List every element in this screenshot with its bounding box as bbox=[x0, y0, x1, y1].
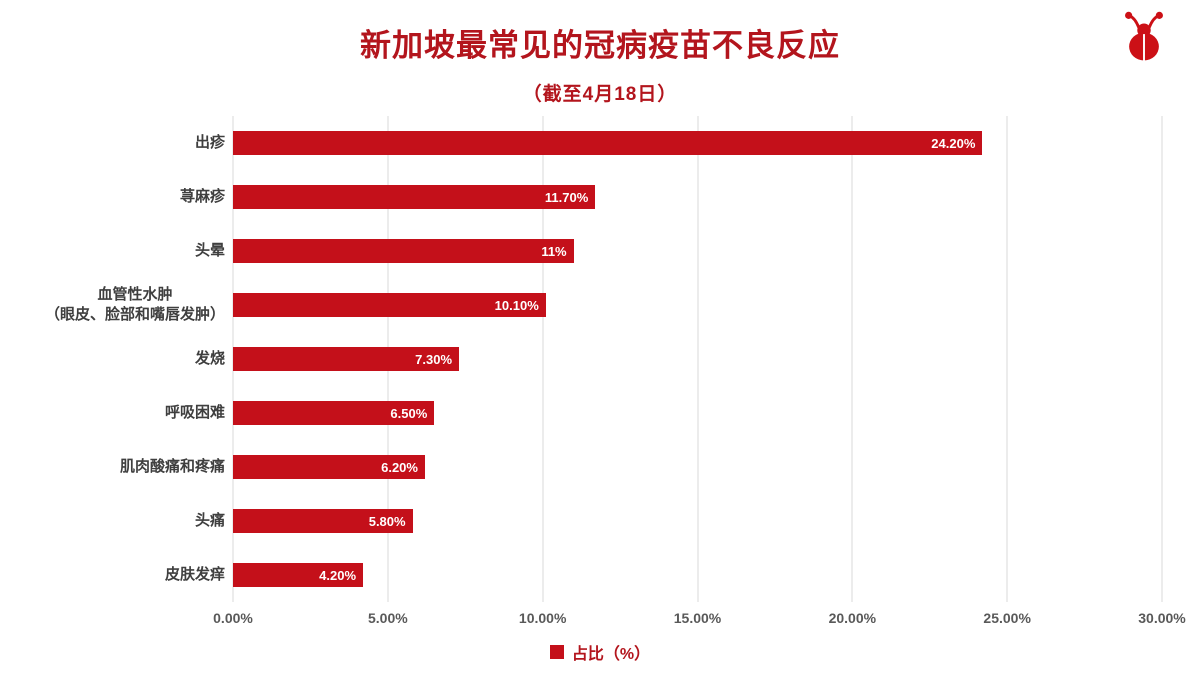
x-tick-label: 30.00% bbox=[1138, 610, 1186, 626]
category-label: 头晕 bbox=[194, 241, 225, 259]
bar: 11.70% bbox=[233, 185, 596, 209]
bar-value-label: 11% bbox=[541, 243, 567, 259]
bar: 10.10% bbox=[233, 293, 546, 317]
category-label: 出疹 bbox=[194, 133, 225, 151]
bar-track: 5.80% bbox=[233, 509, 1162, 533]
x-axis-ticks: 0.00% 5.00% 10.00% 15.00% 20.00% 25.00% 30.00% bbox=[213, 604, 1186, 628]
chart-row: 肌肉酸痛和疼痛 6.20% bbox=[15, 440, 1162, 494]
chart-row: 发烧 7.30% bbox=[15, 332, 1162, 386]
bar: 11% bbox=[233, 239, 574, 263]
bar: 6.20% bbox=[233, 455, 425, 479]
legend-swatch bbox=[549, 645, 564, 659]
bar-track: 7.30% bbox=[233, 347, 1162, 371]
category-label: 头痛 bbox=[194, 511, 225, 529]
bar-chart: 出疹 24.20% 荨麻疹 11.70% 头晕 11% 血管性水肿 （眼皮、脸部和嘴唇发肿） 1… bbox=[15, 116, 1163, 602]
chart-rows: 出疹 24.20% 荨麻疹 11.70% 头晕 11% 血管性水肿 （眼皮、脸部和嘴唇发肿） 1… bbox=[15, 116, 1162, 602]
bar-value-label: 11.70% bbox=[544, 189, 589, 205]
bar: 5.80% bbox=[233, 509, 413, 533]
legend-label: 占比（%） bbox=[571, 646, 651, 663]
chart-subtitle: （截至4月18日） bbox=[522, 84, 678, 105]
gridline bbox=[851, 116, 853, 602]
category-label: 皮肤发痒 bbox=[164, 565, 225, 583]
x-tick-label: 25.00% bbox=[983, 610, 1031, 626]
gridline bbox=[697, 116, 698, 602]
bar-track: 24.20% bbox=[233, 131, 1162, 155]
chart-row: 荨麻疹 11.70% bbox=[15, 170, 1162, 224]
bar: 24.20% bbox=[233, 131, 983, 155]
x-tick-label: 5.00% bbox=[367, 610, 408, 626]
bar-track: 10.10% bbox=[233, 293, 1162, 317]
x-tick-label: 20.00% bbox=[828, 610, 877, 626]
category-label: 呼吸困难 bbox=[164, 403, 225, 421]
chart-title: 新加坡最常见的冠病疫苗不良反应 bbox=[360, 28, 840, 63]
ladybug-logo bbox=[1120, 10, 1168, 62]
category-label: 发烧 bbox=[194, 349, 225, 367]
bar-value-label: 10.10% bbox=[494, 297, 539, 313]
bar-track: 6.50% bbox=[233, 401, 1162, 425]
bar: 4.20% bbox=[233, 563, 364, 587]
chart-row: 皮肤发痒 4.20% bbox=[15, 548, 1162, 602]
bar-value-label: 5.80% bbox=[368, 513, 406, 529]
ladybug-icon bbox=[1125, 11, 1163, 61]
gridline bbox=[1006, 116, 1008, 602]
bar-value-label: 24.20% bbox=[931, 135, 976, 151]
chart-row: 呼吸困难 6.50% bbox=[15, 386, 1162, 440]
category-label: 肌肉酸痛和疼痛 bbox=[119, 457, 225, 475]
bar-value-label: 7.30% bbox=[415, 351, 453, 367]
gridline bbox=[542, 116, 544, 602]
bar: 6.50% bbox=[233, 401, 435, 425]
bar-value-label: 4.20% bbox=[319, 567, 357, 583]
x-tick-label: 15.00% bbox=[673, 610, 722, 626]
category-label: 荨麻疹 bbox=[179, 187, 225, 205]
bar-track: 4.20% bbox=[233, 563, 1162, 587]
chart-row: 出疹 24.20% bbox=[15, 116, 1162, 170]
x-tick-label: 0.00% bbox=[213, 610, 253, 626]
category-label: 血管性水肿 （眼皮、脸部和嘴唇发肿） bbox=[44, 285, 225, 323]
bar-track: 11.70% bbox=[233, 185, 1162, 209]
bar-track: 11% bbox=[233, 239, 1162, 263]
gridline bbox=[1161, 116, 1163, 602]
bar-track: 6.20% bbox=[233, 455, 1162, 479]
chart-row: 头痛 5.80% bbox=[15, 494, 1162, 548]
x-tick-label: 10.00% bbox=[518, 610, 567, 626]
chart-row: 头晕 11% bbox=[15, 224, 1162, 278]
bar-value-label: 6.50% bbox=[390, 405, 428, 421]
chart-row: 血管性水肿 （眼皮、脸部和嘴唇发肿） 10.10% bbox=[15, 278, 1162, 332]
bar: 7.30% bbox=[233, 347, 460, 371]
legend: 占比（%） bbox=[0, 640, 1200, 664]
bar-value-label: 6.20% bbox=[381, 459, 418, 475]
